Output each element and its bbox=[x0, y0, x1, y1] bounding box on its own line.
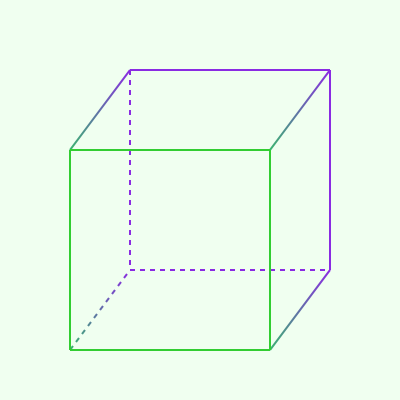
bottom-right-connector bbox=[269, 269, 331, 351]
front-face bbox=[69, 149, 271, 351]
top-right-connector bbox=[269, 69, 331, 151]
bottom-left-connector bbox=[69, 269, 131, 351]
back-face bbox=[129, 69, 331, 271]
connector-edges bbox=[69, 69, 331, 351]
top-left-connector bbox=[69, 69, 131, 151]
